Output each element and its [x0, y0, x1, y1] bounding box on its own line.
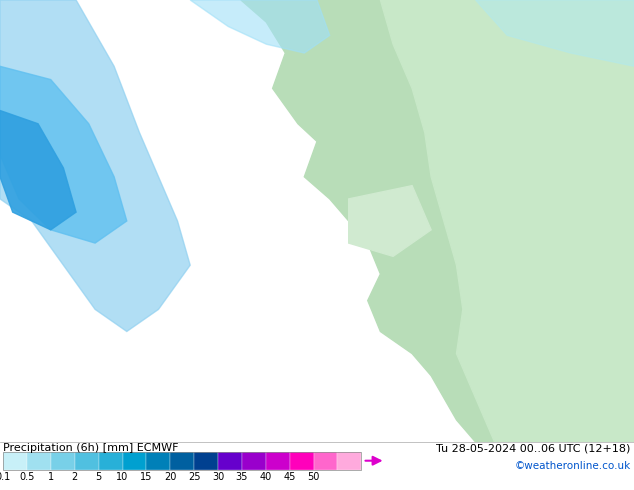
Bar: [290, 452, 314, 470]
Text: 10: 10: [117, 472, 129, 482]
Text: 1: 1: [48, 472, 54, 482]
Bar: [75, 452, 99, 470]
Text: 45: 45: [283, 472, 296, 482]
Polygon shape: [380, 0, 634, 442]
Bar: [337, 452, 361, 470]
Bar: [3, 452, 361, 470]
Polygon shape: [0, 111, 76, 230]
Text: 2: 2: [72, 472, 78, 482]
Bar: [194, 452, 218, 470]
Text: 50: 50: [307, 472, 320, 482]
Polygon shape: [0, 0, 190, 331]
Bar: [266, 452, 290, 470]
Bar: [27, 452, 51, 470]
Text: Precipitation (6h) [mm] ECMWF: Precipitation (6h) [mm] ECMWF: [3, 443, 179, 453]
Text: ©weatheronline.co.uk: ©weatheronline.co.uk: [515, 461, 631, 471]
Text: 30: 30: [212, 472, 224, 482]
Bar: [122, 452, 146, 470]
Text: 15: 15: [140, 472, 153, 482]
Bar: [3, 452, 27, 470]
Text: 35: 35: [236, 472, 248, 482]
Text: 25: 25: [188, 472, 200, 482]
Text: 40: 40: [260, 472, 272, 482]
Bar: [242, 452, 266, 470]
Bar: [314, 452, 337, 470]
Bar: [146, 452, 171, 470]
Text: 0.5: 0.5: [20, 472, 35, 482]
Polygon shape: [349, 186, 431, 256]
Polygon shape: [241, 0, 634, 442]
Bar: [218, 452, 242, 470]
Text: Tu 28-05-2024 00..06 UTC (12+18): Tu 28-05-2024 00..06 UTC (12+18): [436, 443, 631, 453]
Polygon shape: [0, 66, 127, 243]
Polygon shape: [476, 0, 634, 66]
Text: 20: 20: [164, 472, 176, 482]
Polygon shape: [190, 0, 330, 53]
Bar: [51, 452, 75, 470]
Bar: [171, 452, 194, 470]
Polygon shape: [456, 0, 634, 442]
Text: 5: 5: [96, 472, 102, 482]
Text: 0.1: 0.1: [0, 472, 11, 482]
Bar: [99, 452, 122, 470]
